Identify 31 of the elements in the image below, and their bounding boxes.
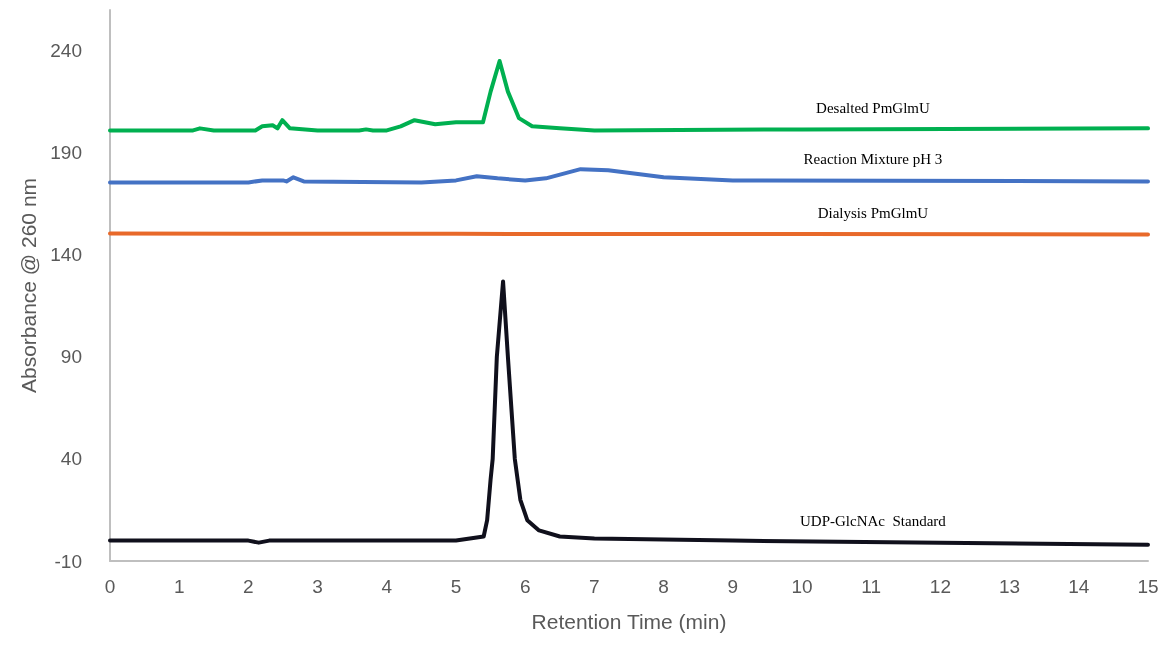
- x-tick-label: 4: [381, 576, 393, 597]
- series-label: Reaction Mixture pH 3: [803, 150, 943, 167]
- y-tick-label: 140: [50, 244, 82, 266]
- x-tick-label: 11: [861, 576, 882, 597]
- series-label: UDP-GlcNAc Standard: [800, 513, 947, 530]
- line-series: [108, 59, 1150, 133]
- line-series: [108, 279, 1150, 547]
- x-tick-label: 7: [589, 576, 600, 597]
- y-tick-label: 190: [50, 142, 82, 164]
- y-tick-label: 40: [60, 448, 82, 470]
- x-tick-label: 12: [929, 576, 951, 597]
- x-tick-label: 8: [658, 576, 669, 597]
- y-tick-label: 240: [50, 40, 82, 62]
- x-tick-label: 0: [104, 576, 116, 597]
- x-tick-label: 13: [999, 576, 1021, 597]
- line-series: [108, 167, 1150, 185]
- x-tick-label: 10: [791, 576, 813, 597]
- x-tick-label: 2: [243, 576, 254, 597]
- x-tick-label: 15: [1137, 576, 1159, 597]
- x-tick-label: 1: [173, 576, 185, 597]
- x-tick-label: 14: [1068, 576, 1090, 597]
- y-axis-title: Absorbance @ 260 nm: [17, 177, 41, 394]
- x-tick-label: 5: [450, 576, 462, 597]
- x-tick-label: 3: [312, 576, 323, 597]
- x-axis-title: Retention Time (min): [531, 610, 727, 633]
- y-tick-label: -10: [54, 550, 82, 572]
- series-label: Desalted PmGlmU: [816, 99, 930, 116]
- series-label: Dialysis PmGlmU: [817, 204, 929, 221]
- y-tick-label: 90: [60, 346, 82, 368]
- x-tick-label: 9: [727, 576, 739, 597]
- x-tick-label: 6: [519, 576, 531, 597]
